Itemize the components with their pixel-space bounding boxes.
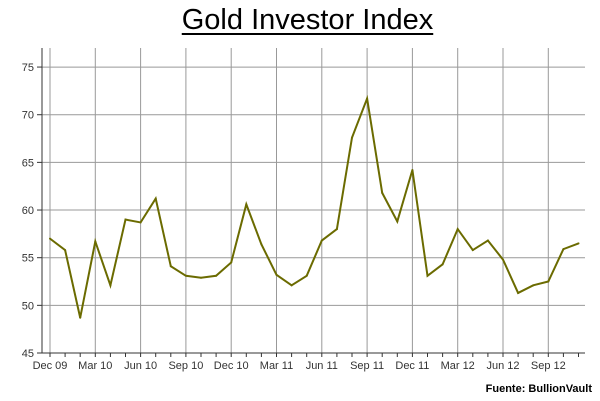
x-tick-label: Mar 10 bbox=[78, 360, 112, 372]
data-point bbox=[94, 240, 97, 243]
data-point bbox=[124, 218, 127, 221]
x-tick-label: Sep 12 bbox=[531, 360, 566, 372]
x-tick-label: Jun 10 bbox=[124, 360, 157, 372]
data-point bbox=[562, 248, 565, 251]
y-axis-labels: 45 50 55 60 65 70 75 bbox=[22, 62, 34, 360]
data-point bbox=[456, 228, 459, 231]
x-tick-label: Mar 11 bbox=[260, 360, 293, 372]
data-point bbox=[426, 274, 429, 277]
y-tick-label: 50 bbox=[22, 300, 34, 312]
data-point bbox=[351, 136, 353, 139]
data-point bbox=[184, 274, 187, 277]
data-point bbox=[169, 265, 172, 268]
x-tick-label: Dec 09 bbox=[33, 360, 68, 372]
data-point bbox=[290, 284, 293, 287]
series bbox=[49, 94, 580, 319]
x-tick-label: Dec 10 bbox=[214, 360, 249, 372]
data-point bbox=[215, 274, 218, 277]
data-point bbox=[320, 239, 323, 242]
data-point bbox=[139, 221, 142, 224]
data-point bbox=[366, 97, 369, 100]
data-point bbox=[49, 237, 51, 240]
data-point bbox=[245, 203, 248, 206]
data-point bbox=[260, 243, 263, 246]
data-point bbox=[532, 284, 535, 287]
data-point bbox=[486, 239, 489, 242]
data-point bbox=[230, 261, 233, 264]
y-tick-label: 75 bbox=[22, 62, 34, 74]
data-point bbox=[502, 258, 504, 261]
x-tick-label: Dec 11 bbox=[395, 360, 429, 372]
data-point bbox=[109, 284, 112, 287]
y-tick-label: 45 bbox=[22, 348, 34, 360]
y-tick-label: 55 bbox=[22, 253, 34, 265]
x-tick-label: Jun 11 bbox=[306, 360, 338, 372]
axes bbox=[37, 48, 585, 357]
data-point bbox=[305, 274, 308, 277]
data-point bbox=[517, 291, 520, 294]
data-point bbox=[396, 220, 399, 223]
data-point bbox=[547, 280, 550, 283]
data-point bbox=[471, 249, 474, 252]
data-point bbox=[335, 228, 338, 231]
y-tick-label: 60 bbox=[22, 205, 34, 217]
y-tick-label: 65 bbox=[22, 157, 34, 169]
x-tick-label: Jun 12 bbox=[486, 360, 519, 372]
data-point bbox=[154, 197, 157, 200]
data-point bbox=[381, 191, 384, 194]
x-tick-label: Sep 10 bbox=[168, 360, 203, 372]
data-point bbox=[200, 276, 202, 279]
grid bbox=[42, 48, 585, 354]
x-tick-label: Mar 12 bbox=[441, 360, 475, 372]
x-axis-labels: Dec 09 Mar 10 Jun 10 Sep 10 Dec 10 Mar 11 Jun … bbox=[33, 360, 566, 372]
y-tick-label: 70 bbox=[22, 110, 34, 122]
source-note: Fuente: BullionVault bbox=[485, 383, 592, 395]
data-point bbox=[64, 249, 67, 252]
x-tick-label: Sep 11 bbox=[350, 360, 384, 372]
data-point bbox=[441, 263, 444, 266]
data-point bbox=[79, 316, 82, 319]
data-point bbox=[275, 273, 278, 276]
chart-title: Gold Investor Index bbox=[181, 4, 434, 36]
series-line bbox=[49, 94, 579, 318]
data-point bbox=[411, 169, 414, 171]
data-point bbox=[577, 242, 580, 245]
